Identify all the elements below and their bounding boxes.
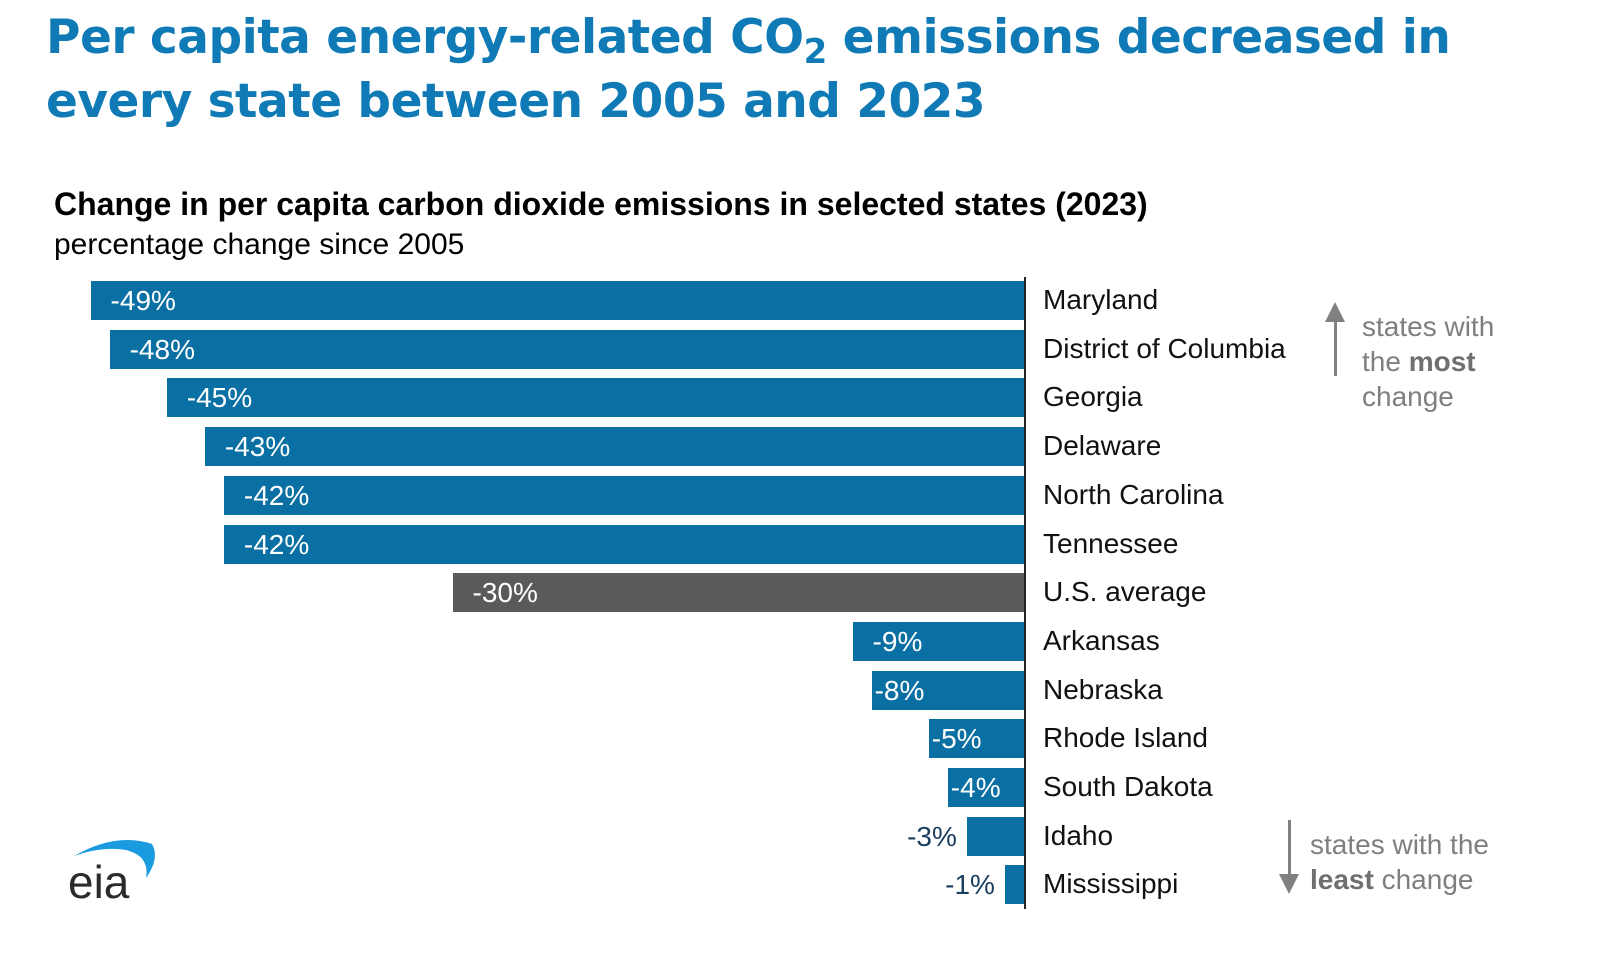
page-title: Per capita energy-related CO2 emissions … bbox=[46, 6, 1546, 134]
category-label: Mississippi bbox=[1043, 868, 1179, 900]
bar bbox=[928, 719, 1024, 759]
value-label: -1% bbox=[945, 869, 995, 901]
bar bbox=[166, 378, 1024, 418]
value-label: -45% bbox=[186, 382, 253, 414]
value-label: -42% bbox=[243, 479, 310, 511]
note-least-change: states with the least change bbox=[1310, 827, 1489, 897]
category-label: Delaware bbox=[1043, 430, 1162, 462]
arrow-down-head bbox=[1279, 874, 1299, 894]
bar bbox=[204, 427, 1024, 467]
value-label: -8% bbox=[874, 674, 925, 706]
value-label: -9% bbox=[872, 625, 923, 657]
bar bbox=[852, 621, 1024, 661]
chart-title: Change in per capita carbon dioxide emis… bbox=[54, 186, 1148, 222]
category-label: Tennessee bbox=[1043, 527, 1179, 559]
bar bbox=[871, 670, 1024, 710]
chart-subtitle: percentage change since 2005 bbox=[54, 228, 465, 261]
bar bbox=[223, 524, 1024, 564]
svg-text:eia: eia bbox=[68, 856, 130, 904]
title-text: Per capita energy-related CO bbox=[46, 10, 804, 65]
bar bbox=[223, 475, 1024, 515]
value-label: -3% bbox=[907, 820, 957, 852]
bar bbox=[109, 329, 1024, 369]
title-text-end: emissions decreased in every state betwe… bbox=[46, 10, 1451, 129]
note-most-change: states with the most change bbox=[1362, 309, 1494, 414]
bar bbox=[452, 573, 1024, 613]
note-line: change bbox=[1362, 381, 1454, 412]
category-label: Nebraska bbox=[1043, 673, 1163, 705]
value-label: -49% bbox=[110, 285, 176, 316]
category-label: U.S. average bbox=[1043, 576, 1207, 608]
value-label: -30% bbox=[472, 577, 538, 609]
value-label: -43% bbox=[224, 431, 291, 463]
category-label: Arkansas bbox=[1043, 624, 1160, 656]
category-label: Rhode Island bbox=[1043, 722, 1209, 754]
value-label: -48% bbox=[129, 333, 195, 365]
note-text: the bbox=[1362, 346, 1409, 377]
note-text: change bbox=[1373, 864, 1474, 895]
category-label: District of Columbia bbox=[1043, 332, 1286, 364]
category-label: North Carolina bbox=[1043, 478, 1224, 510]
arrow-up-icon bbox=[1334, 318, 1337, 376]
category-label: Georgia bbox=[1043, 381, 1143, 413]
eia-logo: eia bbox=[68, 840, 155, 904]
value-label: -5% bbox=[931, 723, 982, 755]
note-bold: most bbox=[1408, 346, 1476, 377]
bar bbox=[90, 281, 1024, 320]
bar bbox=[966, 816, 1024, 856]
note-line: states with bbox=[1362, 311, 1495, 342]
value-label: -4% bbox=[950, 772, 1001, 803]
category-label: Maryland bbox=[1043, 284, 1159, 315]
title-subscript: 2 bbox=[803, 32, 828, 72]
note-line: states with the bbox=[1310, 829, 1489, 860]
category-label: South Dakota bbox=[1043, 771, 1213, 802]
value-label: -42% bbox=[243, 528, 310, 560]
category-label: Idaho bbox=[1043, 819, 1114, 851]
bar bbox=[1004, 865, 1024, 905]
note-bold: least bbox=[1310, 864, 1374, 895]
zero-axis bbox=[1024, 277, 1026, 909]
arrow-up-head bbox=[1325, 302, 1345, 322]
arrow-down-icon bbox=[1288, 820, 1291, 878]
bar bbox=[947, 768, 1024, 807]
